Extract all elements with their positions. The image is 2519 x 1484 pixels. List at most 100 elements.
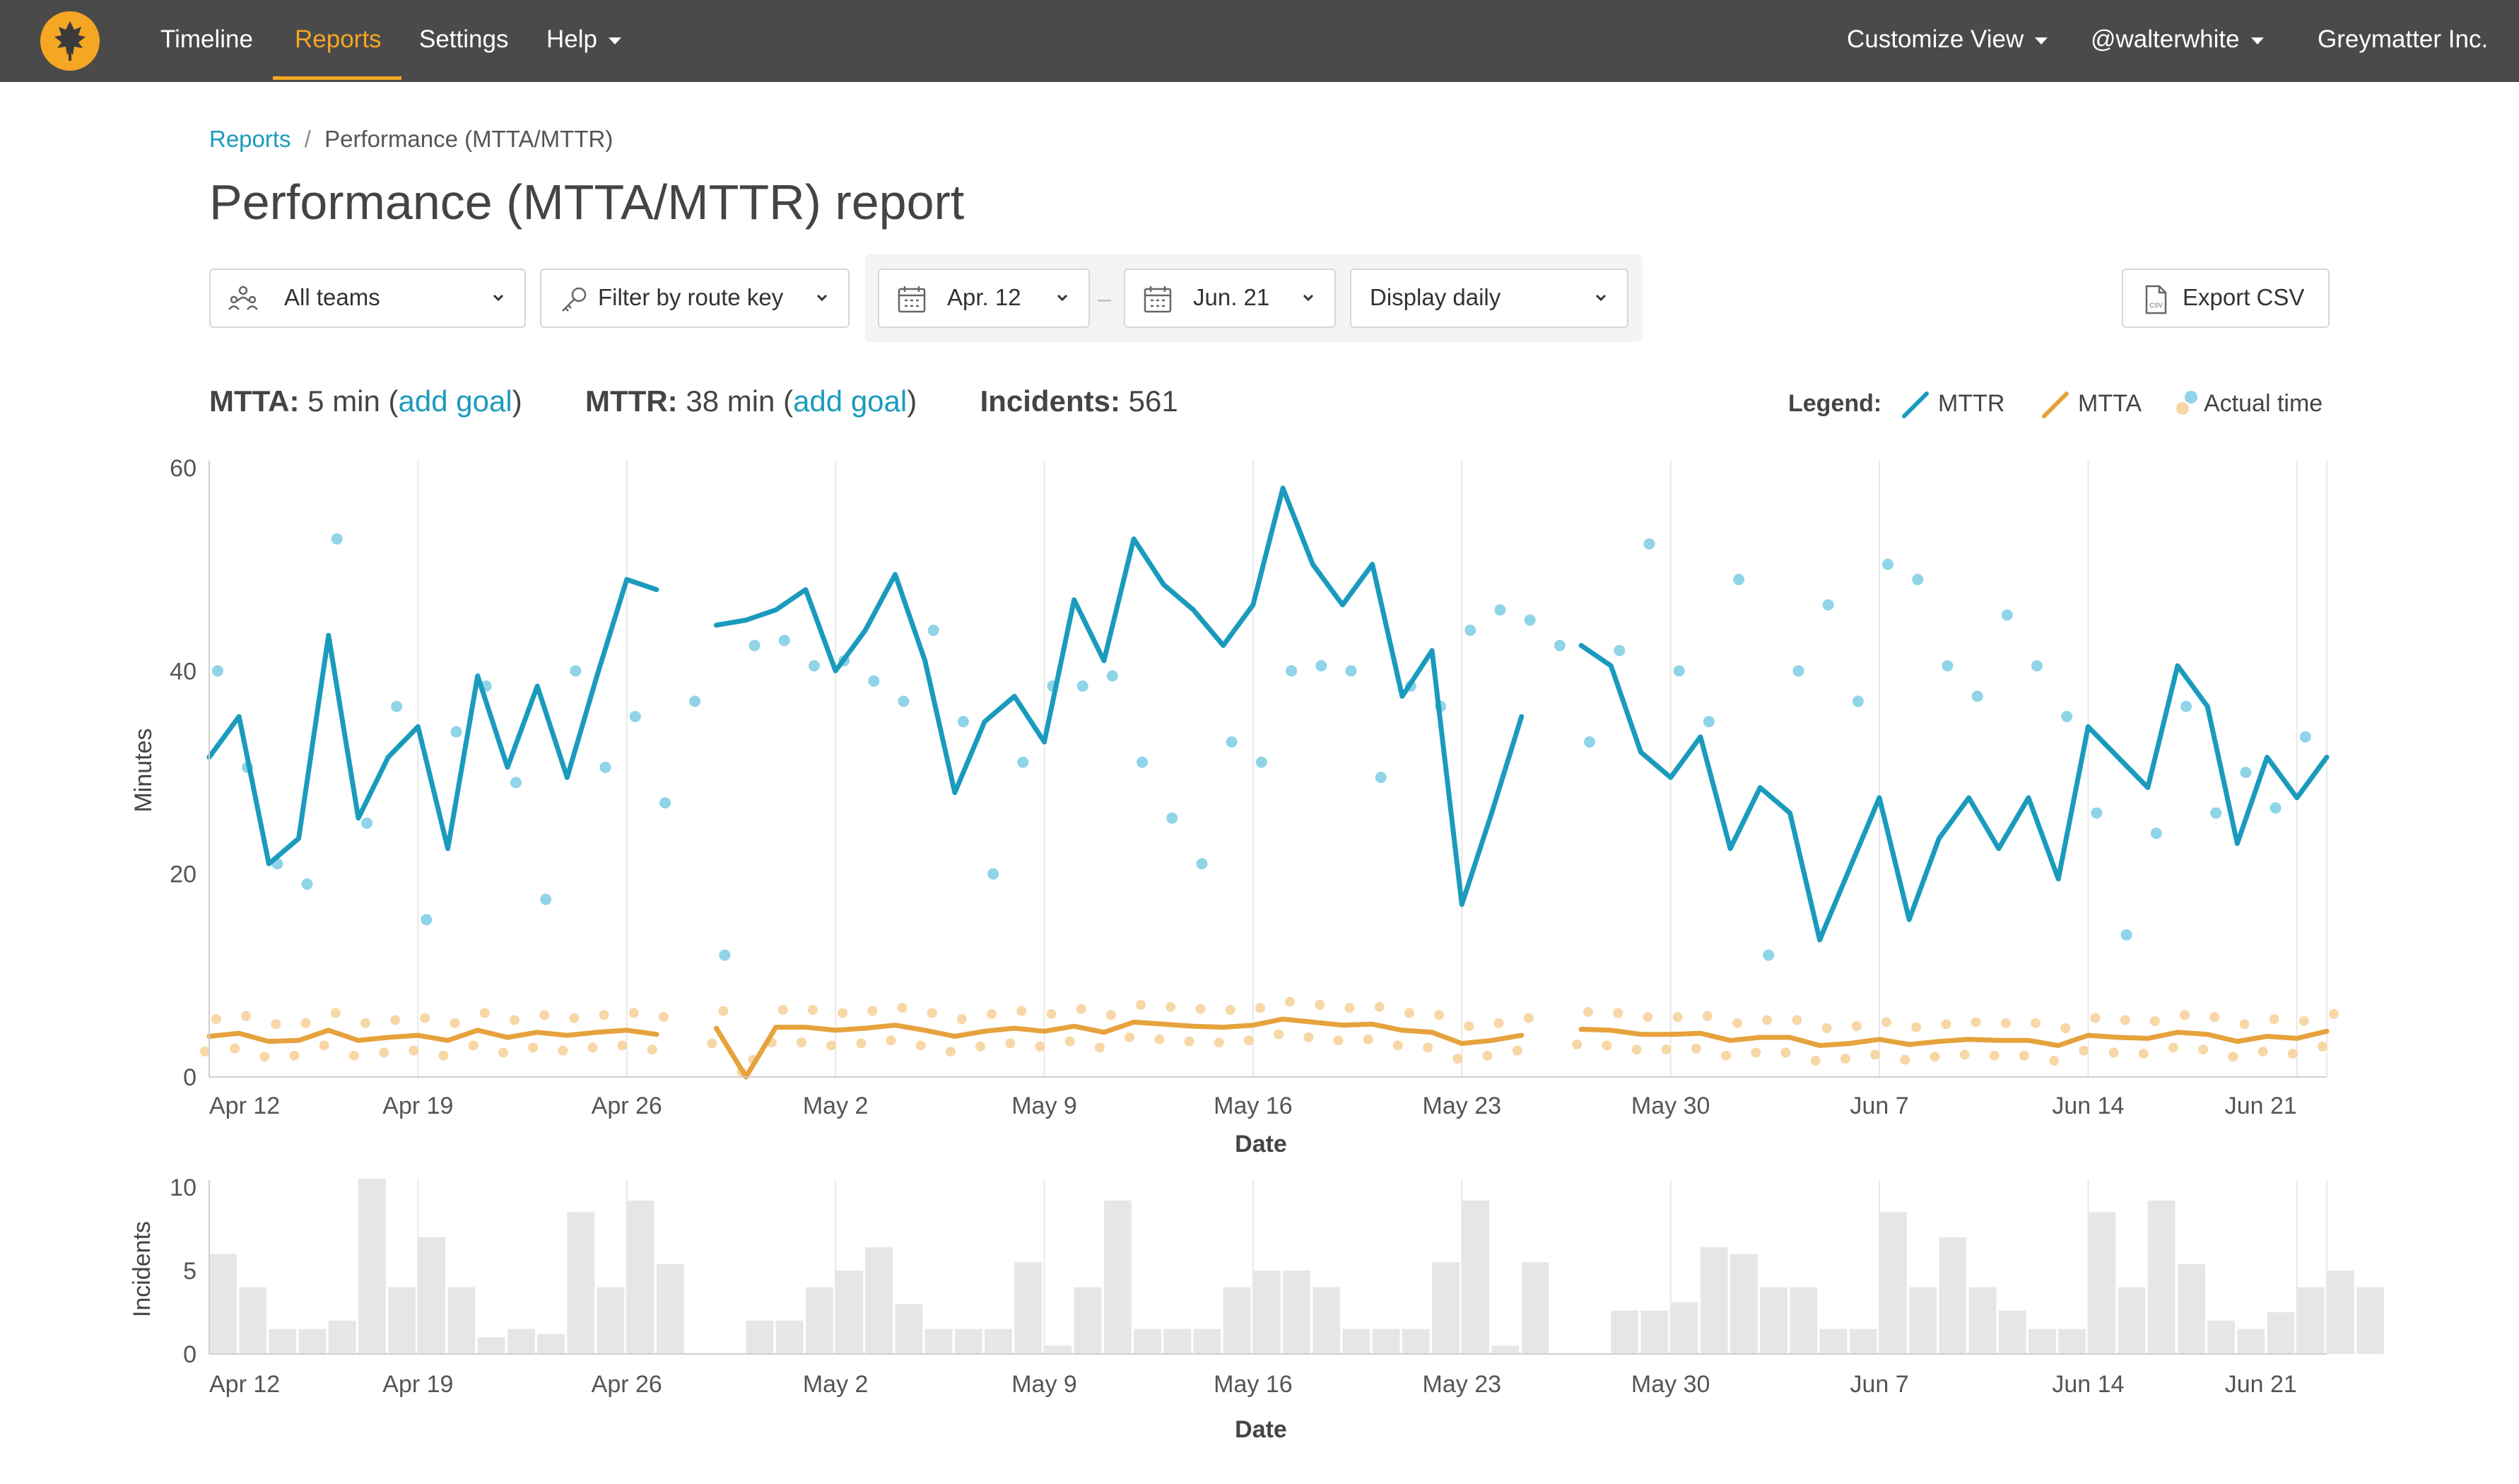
incident-bar — [298, 1329, 327, 1354]
incident-bar — [239, 1287, 267, 1354]
mtta-actual-point — [2019, 1050, 2030, 1061]
mtta-actual-point — [1434, 1010, 1445, 1020]
mtta-actual-point — [2287, 1048, 2298, 1059]
incident-bar — [1342, 1329, 1370, 1354]
incident-bar — [209, 1254, 237, 1354]
mttr-actual-point — [2210, 807, 2222, 819]
user-menu[interactable]: @walterwhite — [2091, 0, 2264, 82]
mtta-actual-point — [1702, 1011, 1713, 1021]
mtta-actual-point — [2138, 1048, 2149, 1059]
mttr-actual-point — [1763, 949, 1775, 961]
start-date-value: Apr. 12 — [947, 284, 1021, 310]
mttr-actual-point — [808, 660, 820, 672]
mttr-actual-point — [301, 878, 313, 890]
mtta-actual-point — [569, 1013, 580, 1023]
main-x-tick-label: Apr 19 — [382, 1093, 453, 1119]
main-x-tick-label: Jun 21 — [2225, 1093, 2297, 1119]
main-y-tick-label: 20 — [170, 861, 196, 888]
mtta-actual-point — [379, 1047, 389, 1058]
mttr-actual-point — [778, 635, 790, 647]
organization-name[interactable]: Greymatter Inc. — [2318, 25, 2489, 53]
display-interval-select[interactable]: Display daily — [1350, 269, 1628, 328]
mttr-actual-point — [331, 533, 343, 545]
mttr-actual-point — [510, 777, 522, 789]
mtta-actual-point — [1184, 1036, 1194, 1047]
mttr-actual-point — [1852, 695, 1864, 707]
mtta-actual-point — [1165, 1001, 1176, 1012]
bar-x-tick-label: May 9 — [1011, 1371, 1077, 1398]
mttr-actual-point — [868, 675, 880, 687]
mtta-actual-point — [438, 1050, 449, 1061]
mtta-actual-point — [956, 1014, 967, 1025]
mttr-label: MTTR: — [585, 384, 678, 418]
mttr-actual-point — [1912, 574, 1924, 586]
mtta-actual-point — [1602, 1040, 1612, 1051]
user-name: @walterwhite — [2091, 25, 2240, 53]
customize-view-menu[interactable]: Customize View — [1847, 0, 2048, 82]
mtta-actual-point — [587, 1042, 598, 1053]
calendar-icon — [898, 286, 926, 313]
breadcrumb-reports-link[interactable]: Reports — [209, 126, 291, 152]
mtta-add-goal-link[interactable]: add goal — [398, 384, 512, 418]
mtta-actual-point — [1125, 1032, 1135, 1042]
mtta-actual-point — [1881, 1017, 1892, 1027]
mtta-actual-point — [1423, 1042, 1433, 1053]
mttr-actual-point — [540, 893, 552, 905]
start-date-picker[interactable]: Apr. 12 — [878, 269, 1090, 328]
main-y-tick-label: 60 — [170, 455, 196, 482]
incident-bar — [1402, 1329, 1430, 1354]
mtta-actual-point — [230, 1043, 240, 1054]
mtta-actual-point — [1583, 1007, 1594, 1018]
main-x-tick-label: Jun 14 — [2052, 1093, 2124, 1119]
nav-settings[interactable]: Settings — [419, 25, 509, 53]
nav-timeline[interactable]: Timeline — [160, 25, 253, 53]
mtta-actual-point — [1046, 1008, 1057, 1019]
incident-bar — [835, 1271, 863, 1354]
end-date-picker[interactable]: Jun. 21 — [1124, 269, 1336, 328]
export-csv-button[interactable]: CSV Export CSV — [2122, 269, 2330, 328]
mtta-actual-point — [1941, 1019, 1951, 1030]
incident-bar — [1849, 1329, 1877, 1354]
mttr-actual-point — [391, 700, 403, 712]
mttr-actual-point — [987, 868, 999, 880]
incident-bar — [1909, 1287, 1937, 1354]
team-select[interactable]: All teams — [209, 269, 526, 328]
caret-down-icon — [2250, 37, 2264, 45]
nav-help-menu[interactable]: Help — [546, 0, 621, 82]
mtta-actual-point — [2318, 1041, 2327, 1052]
incident-bar — [1730, 1254, 1758, 1354]
incident-bar — [954, 1329, 982, 1354]
bar-x-tick-label: Jun 7 — [1850, 1371, 1908, 1398]
mttr-actual-point — [1017, 756, 1029, 768]
mtta-actual-point — [2180, 1010, 2190, 1020]
incident-bar — [2267, 1312, 2295, 1354]
legend-mtta-label: MTTA — [2078, 390, 2142, 417]
mtta-actual-point — [1840, 1054, 1850, 1064]
mttr-actual-point — [360, 817, 372, 829]
mtta-actual-point — [1035, 1041, 1045, 1052]
mttr-actual-point — [659, 797, 671, 809]
paren-close: ) — [512, 384, 522, 418]
chevron-down-icon — [816, 294, 828, 302]
incident-bar — [1163, 1329, 1192, 1354]
legend-actual-label: Actual time — [2204, 390, 2323, 417]
mttr-add-goal-link[interactable]: add goal — [793, 384, 908, 418]
main-x-tick-label: May 9 — [1011, 1093, 1077, 1119]
route-key-filter[interactable]: Filter by route key — [540, 269, 850, 328]
mtta-actual-point — [886, 1035, 896, 1046]
nav-reports[interactable]: Reports — [295, 25, 382, 53]
mtta-actual-point — [1016, 1006, 1027, 1016]
leaf-logo-icon[interactable] — [40, 11, 100, 71]
mtta-actual-point — [1762, 1015, 1773, 1025]
mtta-actual-point — [945, 1047, 956, 1057]
mtta-actual-point — [707, 1038, 717, 1049]
paren-close: ) — [907, 384, 917, 418]
incident-bar — [1462, 1200, 1490, 1354]
mttr-actual-point — [2180, 700, 2192, 712]
mttr-actual-point — [2299, 731, 2311, 743]
incident-bar — [388, 1287, 416, 1354]
mtta-actual-point — [1005, 1038, 1016, 1049]
incident-bar — [1134, 1329, 1161, 1354]
mtta-actual-point — [1613, 1008, 1623, 1018]
